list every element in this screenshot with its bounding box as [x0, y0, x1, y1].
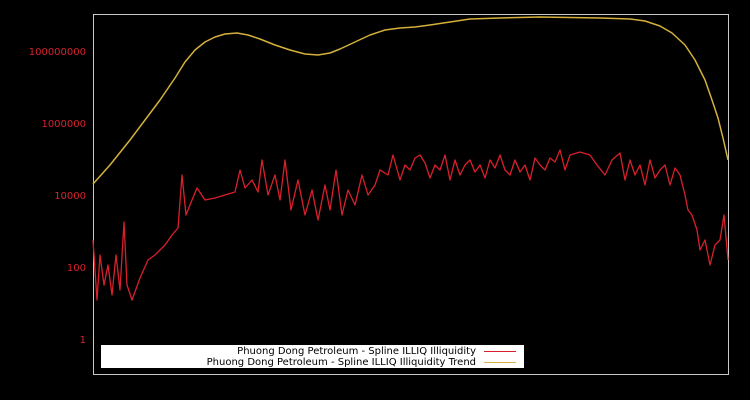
y-tick-label: 1000000: [41, 119, 86, 130]
legend-label: Phuong Dong Petroleum - Spline ILLIQ Ill…: [237, 346, 476, 357]
legend-item-trend: Phuong Dong Petroleum - Spline ILLIQ Ill…: [207, 357, 516, 368]
illiquidity-trend-line: [92, 16, 729, 185]
legend-item-illiquidity: Phuong Dong Petroleum - Spline ILLIQ Ill…: [237, 346, 516, 357]
legend: Phuong Dong Petroleum - Spline ILLIQ Ill…: [101, 345, 524, 368]
y-tick-label: 10000: [54, 191, 86, 202]
legend-label: Phuong Dong Petroleum - Spline ILLIQ Ill…: [206, 357, 476, 368]
illiquidity-line: [92, 149, 729, 301]
y-axis: 1 100 10000 1000000 100000000: [29, 47, 86, 346]
y-tick-label: 100000000: [29, 47, 86, 58]
y-tick-label: 1: [80, 335, 86, 346]
y-tick-label: 100: [67, 263, 86, 274]
legend-swatch-gold: [484, 362, 516, 363]
legend-swatch-red: [484, 351, 516, 352]
plot-frame: [93, 14, 729, 375]
